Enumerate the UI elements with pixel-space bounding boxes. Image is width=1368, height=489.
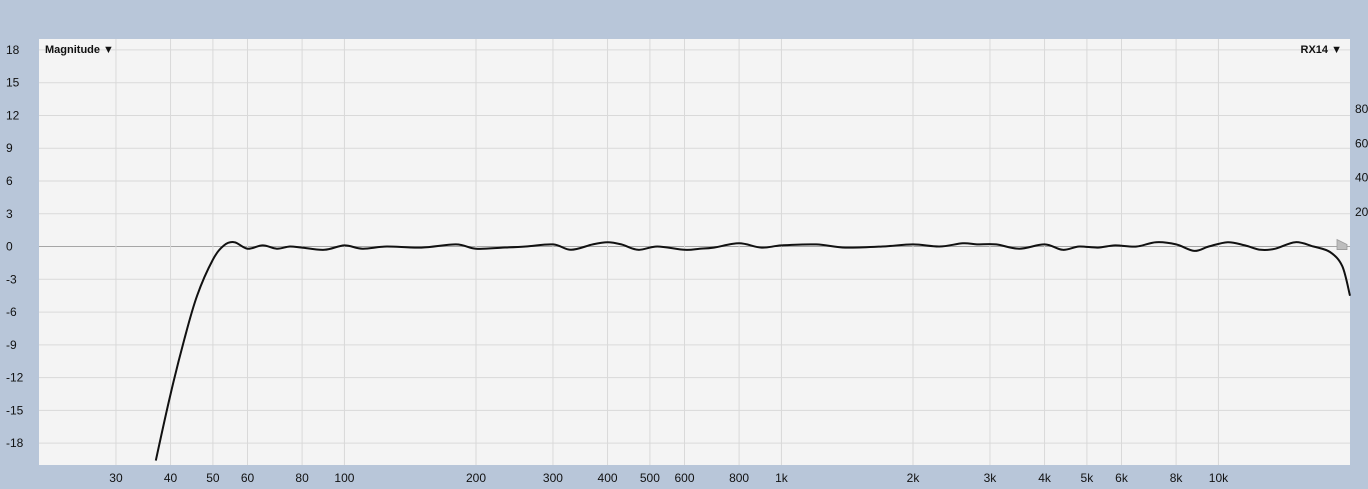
right-tick-label: 20 — [1355, 205, 1368, 219]
x-tick-label: 4k — [1038, 471, 1052, 485]
x-tick-label: 10k — [1209, 471, 1229, 485]
y-tick-label: -3 — [6, 272, 17, 286]
y-tick-label: 15 — [6, 76, 20, 90]
x-tick-label: 60 — [241, 471, 255, 485]
rx14-menu[interactable]: RX14 ▼ — [1301, 44, 1342, 56]
right-edge-marker-icon[interactable] — [1336, 238, 1348, 250]
x-tick-label: 800 — [729, 471, 749, 485]
y-tick-label: 0 — [6, 240, 13, 254]
plot-area[interactable] — [39, 39, 1350, 465]
y-tick-label: 12 — [6, 108, 20, 122]
y-tick-label: 3 — [6, 207, 13, 221]
y-tick-label: -6 — [6, 305, 17, 319]
magnitude-menu[interactable]: Magnitude ▼ — [45, 44, 114, 56]
y-tick-label: -9 — [6, 338, 17, 352]
grid-lines — [39, 39, 1350, 465]
x-tick-label: 50 — [206, 471, 220, 485]
x-tick-label: 100 — [334, 471, 354, 485]
y-tick-label: -15 — [6, 403, 24, 417]
right-tick-label: 40 — [1355, 171, 1368, 185]
y-tick-label: 6 — [6, 174, 13, 188]
y-tick-label: 18 — [6, 43, 20, 57]
x-tick-label: 30 — [109, 471, 123, 485]
x-axis-labels: 30 40 50 60 80 100 200 300 400 500 600 800 1k 2k 3k 4k 5… — [109, 471, 1229, 485]
x-tick-label: 6k — [1115, 471, 1129, 485]
x-tick-label: 500 — [640, 471, 660, 485]
x-tick-label: 300 — [543, 471, 563, 485]
x-tick-label: 200 — [466, 471, 486, 485]
x-tick-label: 1k — [775, 471, 789, 485]
x-tick-label: 5k — [1081, 471, 1095, 485]
x-tick-label: 80 — [295, 471, 309, 485]
x-tick-label: 2k — [907, 471, 921, 485]
x-tick-label: 3k — [984, 471, 998, 485]
x-tick-label: 600 — [674, 471, 694, 485]
y-tick-label: 9 — [6, 141, 13, 155]
x-tick-label: 8k — [1170, 471, 1184, 485]
y-tick-label: -18 — [6, 436, 24, 450]
right-axis-labels: 80 60 40 20 — [1355, 102, 1368, 219]
y-axis-labels: 18 15 12 9 6 3 0 -3 -6 -9 -12 -15 -18 — [6, 43, 24, 450]
y-tick-label: -12 — [6, 371, 24, 385]
x-tick-label: 40 — [164, 471, 178, 485]
frequency-response-curve[interactable] — [154, 241, 1351, 461]
right-tick-label: 80 — [1355, 102, 1368, 116]
x-tick-label: 400 — [598, 471, 618, 485]
right-tick-label: 60 — [1355, 136, 1368, 150]
